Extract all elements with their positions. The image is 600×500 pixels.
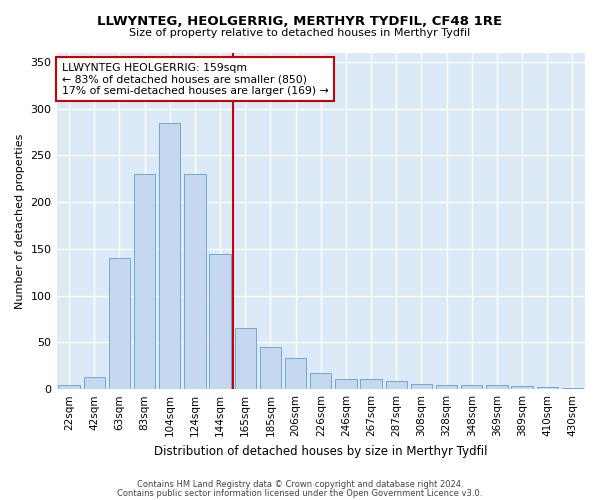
Bar [285, 358, 307, 389]
Bar [58, 384, 80, 389]
Text: Contains public sector information licensed under the Open Government Licence v3: Contains public sector information licen… [118, 488, 482, 498]
Text: LLWYNTEG, HEOLGERRIG, MERTHYR TYDFIL, CF48 1RE: LLWYNTEG, HEOLGERRIG, MERTHYR TYDFIL, CF… [97, 15, 503, 28]
Text: Contains HM Land Registry data © Crown copyright and database right 2024.: Contains HM Land Registry data © Crown c… [137, 480, 463, 489]
Bar [461, 386, 482, 389]
Bar [536, 388, 558, 389]
Bar [134, 174, 155, 389]
Bar [386, 381, 407, 389]
Bar [562, 388, 583, 389]
Bar [310, 374, 331, 389]
Bar [361, 379, 382, 389]
Bar [83, 377, 105, 389]
Bar [159, 122, 181, 389]
Bar [335, 379, 356, 389]
Bar [209, 254, 231, 389]
Bar [109, 258, 130, 389]
X-axis label: Distribution of detached houses by size in Merthyr Tydfil: Distribution of detached houses by size … [154, 444, 488, 458]
Bar [235, 328, 256, 389]
Text: Size of property relative to detached houses in Merthyr Tydfil: Size of property relative to detached ho… [130, 28, 470, 38]
Bar [184, 174, 206, 389]
Text: LLWYNTEG HEOLGERRIG: 159sqm
← 83% of detached houses are smaller (850)
17% of se: LLWYNTEG HEOLGERRIG: 159sqm ← 83% of det… [62, 62, 329, 96]
Bar [436, 384, 457, 389]
Bar [411, 384, 432, 389]
Bar [511, 386, 533, 389]
Bar [260, 347, 281, 389]
Bar [486, 386, 508, 389]
Y-axis label: Number of detached properties: Number of detached properties [15, 133, 25, 308]
